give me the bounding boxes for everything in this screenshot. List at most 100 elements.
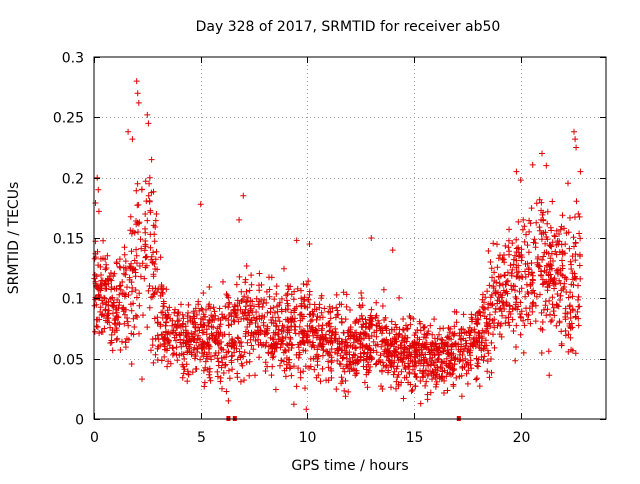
data-point <box>313 306 320 313</box>
data-point <box>342 349 349 356</box>
data-point <box>239 362 246 369</box>
data-point <box>146 174 153 181</box>
data-point <box>280 328 286 335</box>
data-point <box>145 192 152 199</box>
data-point <box>506 302 513 309</box>
data-point <box>467 329 474 336</box>
data-point <box>379 368 385 375</box>
data-point <box>487 300 494 307</box>
data-point <box>440 348 446 355</box>
data-point <box>267 309 274 315</box>
data-point <box>572 136 579 143</box>
data-point <box>313 316 320 323</box>
data-point <box>201 313 208 320</box>
data-point <box>290 401 297 408</box>
data-point <box>103 261 110 268</box>
data-point <box>139 376 145 383</box>
data-point <box>389 340 396 347</box>
data-point <box>225 317 232 323</box>
data-point <box>434 335 441 342</box>
data-point <box>137 236 144 243</box>
data-point <box>449 370 456 377</box>
data-point <box>323 331 329 338</box>
data-point <box>497 322 504 329</box>
data-point <box>293 237 300 244</box>
data-point <box>363 355 370 362</box>
data-point <box>513 249 520 255</box>
data-point <box>495 294 502 300</box>
data-point <box>460 326 467 333</box>
data-point <box>418 356 425 363</box>
data-point <box>529 308 536 315</box>
data-point <box>519 226 526 233</box>
data-point <box>149 259 156 266</box>
y-tick-label: 0.15 <box>53 232 84 248</box>
data-point <box>306 288 313 295</box>
data-point <box>146 180 153 187</box>
data-point <box>318 295 325 302</box>
data-point <box>171 309 178 316</box>
data-point <box>185 301 192 308</box>
data-point <box>272 344 279 351</box>
data-point <box>296 351 303 358</box>
data-point <box>524 316 531 323</box>
data-point <box>528 205 535 212</box>
data-point <box>365 345 372 351</box>
data-point <box>338 318 345 325</box>
data-point <box>343 351 350 358</box>
data-point <box>94 324 101 330</box>
data-point <box>233 281 240 288</box>
data-point <box>518 285 525 292</box>
data-point <box>509 266 516 273</box>
data-point <box>162 335 169 341</box>
data-point <box>294 285 301 292</box>
data-point <box>475 356 482 363</box>
data-point <box>263 288 270 295</box>
data-point <box>436 375 443 382</box>
data-point <box>92 238 99 245</box>
data-point <box>541 279 548 286</box>
data-point <box>269 354 276 361</box>
data-point <box>528 270 535 276</box>
data-point <box>525 249 532 256</box>
data-point <box>488 369 495 376</box>
data-point <box>136 219 143 226</box>
data-point <box>527 320 534 327</box>
data-point <box>234 370 241 377</box>
data-point <box>327 315 334 322</box>
data-point <box>365 333 372 340</box>
data-point <box>540 253 547 260</box>
data-point <box>427 389 434 396</box>
data-point <box>174 318 181 325</box>
data-point <box>248 342 255 349</box>
data-point <box>550 258 556 264</box>
data-point <box>544 208 551 215</box>
data-point <box>569 347 576 354</box>
data-point <box>367 312 374 319</box>
data-point <box>93 273 100 280</box>
data-point <box>332 325 339 332</box>
data-point <box>216 305 223 312</box>
data-point <box>189 369 196 376</box>
data-point <box>569 293 576 300</box>
data-point <box>94 316 101 323</box>
data-point <box>428 357 435 364</box>
data-point <box>306 365 312 371</box>
data-point <box>221 354 228 361</box>
data-point <box>201 379 208 386</box>
data-point <box>387 361 394 368</box>
data-point <box>102 266 109 273</box>
data-point <box>431 362 438 369</box>
data-point <box>514 306 521 313</box>
data-point <box>151 231 158 238</box>
data-point <box>509 240 516 247</box>
data-point <box>544 306 551 313</box>
data-point <box>163 319 169 325</box>
data-point <box>125 322 132 329</box>
data-point <box>95 294 102 301</box>
data-point <box>183 339 190 346</box>
data-point <box>274 308 281 315</box>
data-point <box>482 337 489 344</box>
data-point <box>340 289 347 296</box>
data-point <box>413 373 419 380</box>
